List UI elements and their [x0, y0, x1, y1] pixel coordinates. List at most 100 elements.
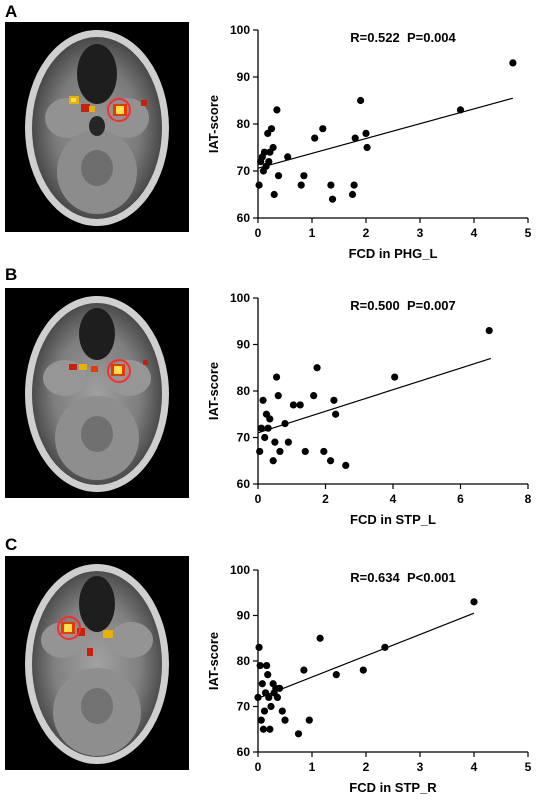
- data-point: [276, 684, 284, 692]
- data-point: [456, 106, 465, 114]
- brain-image-a: [5, 22, 189, 232]
- correlation-stat: R=0.634 P<0.001: [350, 570, 456, 585]
- y-tick-label: 80: [237, 384, 251, 398]
- data-point: [326, 457, 335, 465]
- x-tick-label: 1: [309, 226, 316, 240]
- data-point: [267, 702, 275, 711]
- x-tick-label: 5: [525, 226, 532, 240]
- data-point: [273, 106, 281, 114]
- data-point: [256, 447, 264, 456]
- data-point: [359, 666, 367, 674]
- regression-line: [257, 612, 475, 699]
- data-point: [255, 181, 263, 189]
- y-tick-label: 80: [237, 654, 251, 668]
- data-point: [281, 419, 289, 428]
- data-point: [296, 401, 304, 409]
- x-tick-label: 2: [363, 760, 370, 774]
- data-point: [509, 59, 517, 67]
- y-tick-label: 60: [237, 211, 251, 225]
- data-point: [332, 410, 340, 418]
- y-tick-label: 100: [230, 23, 250, 37]
- x-axis-title: FCD in STP_L: [350, 512, 436, 527]
- correlation-stat: R=0.522 P=0.004: [350, 30, 456, 45]
- data-point: [273, 693, 282, 702]
- panel-letter-a: A: [5, 2, 18, 21]
- y-tick-label: 90: [237, 609, 251, 623]
- y-tick-label: 70: [237, 700, 251, 714]
- x-tick-label: 8: [525, 492, 532, 506]
- x-tick-label: 4: [471, 226, 478, 240]
- y-tick-label: 70: [237, 164, 251, 178]
- data-point: [257, 716, 265, 724]
- y-axis-title: IAT-score: [206, 95, 221, 153]
- brain-image-c: [5, 556, 189, 770]
- data-point: [260, 707, 269, 715]
- data-point: [350, 181, 358, 189]
- data-point: [278, 707, 286, 715]
- data-point: [357, 96, 365, 105]
- data-point: [263, 661, 271, 670]
- data-point: [327, 181, 335, 189]
- data-point: [310, 392, 318, 400]
- data-point: [271, 438, 279, 446]
- data-point: [284, 153, 292, 161]
- data-point: [269, 457, 277, 465]
- data-point: [257, 424, 265, 432]
- data-point: [294, 730, 303, 738]
- data-point: [284, 438, 292, 446]
- regression-line: [257, 97, 514, 169]
- data-point: [267, 125, 276, 133]
- data-point: [332, 671, 340, 679]
- data-point: [319, 125, 327, 133]
- y-tick-label: 100: [230, 291, 250, 305]
- data-point: [300, 172, 308, 180]
- data-point: [485, 326, 493, 335]
- data-point: [259, 725, 267, 733]
- data-point: [362, 129, 370, 137]
- y-tick-label: 90: [237, 338, 251, 352]
- data-point: [363, 143, 371, 152]
- data-point: [258, 680, 266, 688]
- data-point: [272, 373, 281, 381]
- x-tick-label: 6: [457, 492, 464, 506]
- data-point: [313, 364, 321, 372]
- y-tick-label: 70: [237, 431, 251, 445]
- data-point: [276, 447, 284, 456]
- x-tick-label: 2: [322, 492, 329, 506]
- data-point: [300, 666, 308, 674]
- data-point: [305, 716, 313, 724]
- x-axis-title: FCD in PHG_L: [349, 246, 438, 261]
- x-tick-label: 5: [525, 760, 532, 774]
- data-point: [301, 447, 309, 456]
- y-tick-label: 90: [237, 70, 251, 84]
- x-tick-label: 3: [417, 226, 424, 240]
- x-tick-label: 1: [309, 760, 316, 774]
- data-point: [266, 415, 274, 423]
- panel-letter-c: C: [5, 535, 18, 554]
- data-point: [381, 643, 389, 651]
- data-point: [260, 148, 269, 156]
- data-point: [261, 433, 269, 442]
- x-axis-title: FCD in STP_R: [349, 780, 437, 795]
- y-tick-label: 60: [237, 745, 251, 759]
- data-point: [391, 373, 399, 381]
- regression-line: [257, 357, 492, 434]
- data-point: [297, 181, 305, 189]
- y-tick-label: 80: [237, 117, 251, 131]
- y-tick-label: 60: [237, 477, 251, 491]
- correlation-stat: R=0.500 P=0.007: [350, 298, 456, 313]
- x-tick-label: 3: [417, 760, 424, 774]
- data-point: [255, 643, 263, 651]
- data-point: [289, 401, 298, 409]
- data-point: [351, 134, 359, 142]
- y-tick-label: 100: [230, 563, 250, 577]
- x-tick-label: 2: [363, 226, 370, 240]
- data-point: [256, 661, 264, 670]
- data-point: [328, 195, 337, 203]
- data-point: [259, 396, 267, 404]
- x-tick-label: 0: [255, 760, 262, 774]
- data-point: [270, 190, 278, 199]
